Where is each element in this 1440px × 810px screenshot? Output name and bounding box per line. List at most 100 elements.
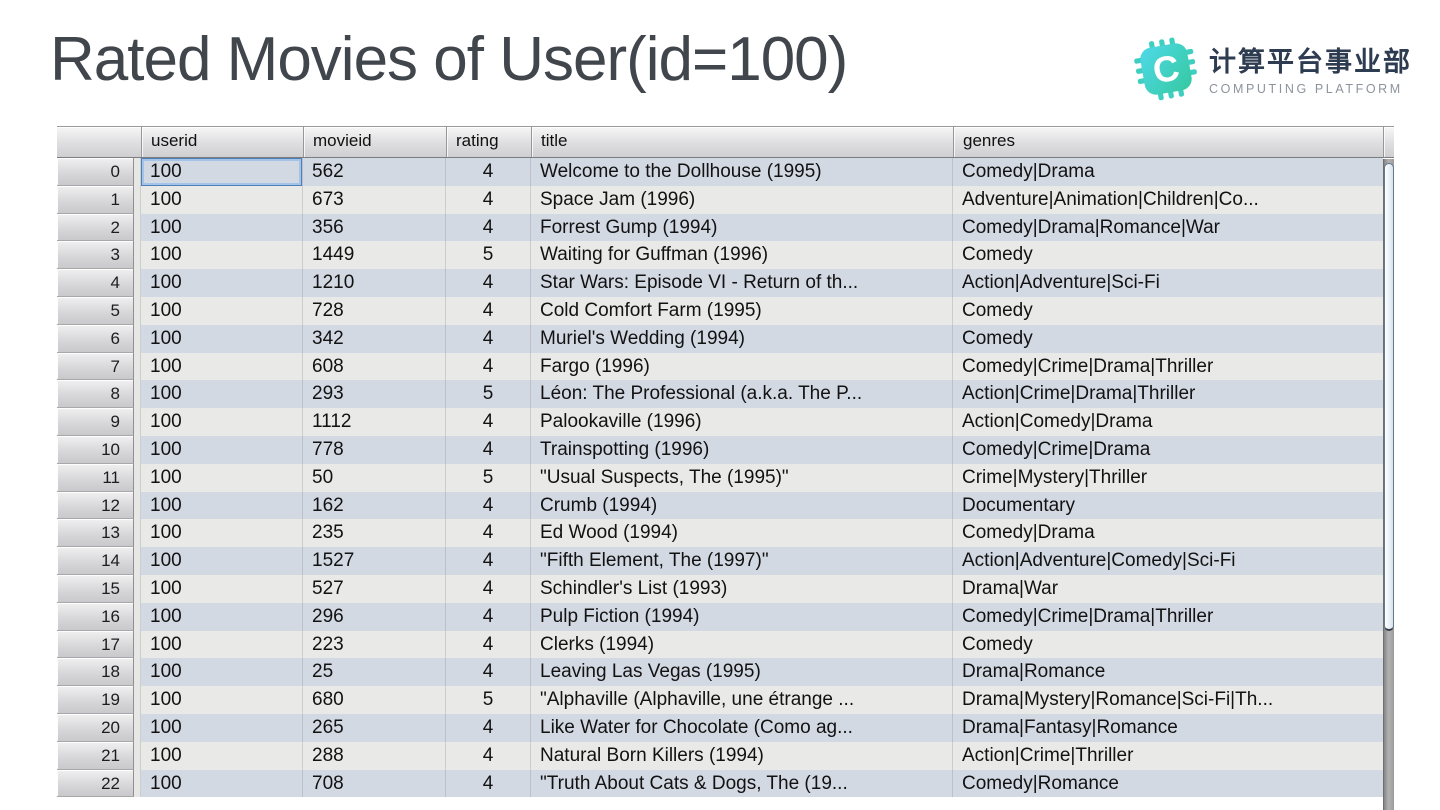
cell-userid[interactable]: 100	[141, 491, 303, 520]
cell-rating[interactable]: 4	[446, 602, 531, 631]
cell-rating[interactable]: 4	[446, 741, 531, 770]
cell-rating[interactable]: 4	[446, 630, 531, 659]
cell-genres[interactable]: Drama|Mystery|Romance|Sci-Fi|Th...	[953, 686, 1383, 714]
cell-rating[interactable]: 5	[446, 686, 531, 714]
index-column-header[interactable]	[57, 127, 141, 157]
cell-rating[interactable]: 4	[446, 158, 531, 186]
cell-rating[interactable]: 5	[446, 241, 531, 270]
cell-genres[interactable]: Drama|Fantasy|Romance	[953, 713, 1383, 742]
cell-userid[interactable]: 100	[141, 769, 303, 798]
row-index[interactable]: 10	[57, 435, 134, 464]
column-header-title[interactable]: title	[531, 127, 953, 157]
cell-userid[interactable]: 100	[141, 658, 303, 687]
cell-userid[interactable]: 100	[141, 435, 303, 464]
cell-userid[interactable]: 100	[141, 324, 303, 353]
cell-movieid[interactable]: 265	[303, 713, 446, 742]
cell-userid[interactable]: 100	[141, 519, 303, 548]
cell-userid[interactable]: 100	[141, 602, 303, 631]
row-index[interactable]: 21	[57, 741, 134, 770]
cell-title[interactable]: "Usual Suspects, The (1995)"	[531, 463, 953, 492]
cell-title[interactable]: Cold Comfort Farm (1995)	[531, 296, 953, 325]
row-index[interactable]: 0	[57, 158, 134, 186]
cell-genres[interactable]: Comedy|Crime|Drama|Thriller	[953, 352, 1383, 381]
row-index[interactable]: 17	[57, 630, 134, 659]
cell-movieid[interactable]: 356	[303, 213, 446, 242]
cell-title[interactable]: Leaving Las Vegas (1995)	[531, 658, 953, 687]
cell-rating[interactable]: 4	[446, 574, 531, 603]
cell-title[interactable]: Natural Born Killers (1994)	[531, 741, 953, 770]
column-header-userid[interactable]: userid	[141, 127, 303, 157]
cell-userid[interactable]: 100	[141, 269, 303, 297]
scrollbar-thumb[interactable]	[1384, 163, 1394, 631]
row-index[interactable]: 5	[57, 296, 134, 325]
cell-movieid[interactable]: 680	[303, 686, 446, 714]
row-index[interactable]: 3	[57, 241, 134, 270]
cell-movieid[interactable]: 288	[303, 741, 446, 770]
cell-userid[interactable]: 100	[141, 296, 303, 325]
cell-rating[interactable]: 5	[446, 380, 531, 409]
row-index[interactable]: 9	[57, 408, 134, 436]
row-index[interactable]: 1	[57, 185, 134, 214]
cell-title[interactable]: Trainspotting (1996)	[531, 435, 953, 464]
row-index[interactable]: 11	[57, 463, 134, 492]
cell-rating[interactable]: 4	[446, 352, 531, 381]
cell-genres[interactable]: Comedy|Crime|Drama|Thriller	[953, 602, 1383, 631]
cell-movieid[interactable]: 1527	[303, 547, 446, 575]
cell-genres[interactable]: Drama|War	[953, 574, 1383, 603]
cell-userid[interactable]: 100	[141, 241, 303, 270]
row-index[interactable]: 15	[57, 574, 134, 603]
cell-rating[interactable]: 4	[446, 769, 531, 798]
cell-genres[interactable]: Action|Comedy|Drama	[953, 408, 1383, 436]
cell-userid[interactable]: 100	[141, 408, 303, 436]
cell-title[interactable]: Like Water for Chocolate (Como ag...	[531, 713, 953, 742]
row-index[interactable]: 4	[57, 269, 134, 297]
cell-genres[interactable]: Comedy	[953, 324, 1383, 353]
cell-userid[interactable]: 100	[141, 547, 303, 575]
cell-title[interactable]: Forrest Gump (1994)	[531, 213, 953, 242]
cell-rating[interactable]: 4	[446, 658, 531, 687]
cell-title[interactable]: Pulp Fiction (1994)	[531, 602, 953, 631]
cell-genres[interactable]: Comedy|Drama|Romance|War	[953, 213, 1383, 242]
cell-userid[interactable]: 100	[141, 185, 303, 214]
row-index[interactable]: 16	[57, 602, 134, 631]
row-index[interactable]: 14	[57, 547, 134, 575]
cell-genres[interactable]: Crime|Mystery|Thriller	[953, 463, 1383, 492]
cell-movieid[interactable]: 673	[303, 185, 446, 214]
cell-genres[interactable]: Action|Crime|Thriller	[953, 741, 1383, 770]
column-header-rating[interactable]: rating	[446, 127, 531, 157]
cell-rating[interactable]: 4	[446, 408, 531, 436]
vertical-scrollbar[interactable]	[1383, 159, 1394, 810]
row-index[interactable]: 6	[57, 324, 134, 353]
cell-title[interactable]: Clerks (1994)	[531, 630, 953, 659]
cell-userid[interactable]: 100	[141, 574, 303, 603]
cell-userid[interactable]: 100	[141, 686, 303, 714]
cell-movieid[interactable]: 728	[303, 296, 446, 325]
row-index[interactable]: 18	[57, 658, 134, 687]
row-index[interactable]: 22	[57, 769, 134, 798]
cell-rating[interactable]: 4	[446, 547, 531, 575]
cell-genres[interactable]: Action|Adventure|Sci-Fi	[953, 269, 1383, 297]
cell-movieid[interactable]: 1449	[303, 241, 446, 270]
cell-title[interactable]: Crumb (1994)	[531, 491, 953, 520]
cell-rating[interactable]: 4	[446, 491, 531, 520]
cell-movieid[interactable]: 50	[303, 463, 446, 492]
cell-movieid[interactable]: 342	[303, 324, 446, 353]
cell-userid[interactable]: 100	[141, 741, 303, 770]
cell-title[interactable]: Ed Wood (1994)	[531, 519, 953, 548]
cell-rating[interactable]: 4	[446, 269, 531, 297]
cell-movieid[interactable]: 293	[303, 380, 446, 409]
cell-genres[interactable]: Documentary	[953, 491, 1383, 520]
cell-userid[interactable]: 100	[141, 380, 303, 409]
row-index[interactable]: 13	[57, 519, 134, 548]
cell-movieid[interactable]: 162	[303, 491, 446, 520]
cell-genres[interactable]: Adventure|Animation|Children|Co...	[953, 185, 1383, 214]
cell-movieid[interactable]: 235	[303, 519, 446, 548]
cell-title[interactable]: Space Jam (1996)	[531, 185, 953, 214]
cell-rating[interactable]: 4	[446, 213, 531, 242]
cell-genres[interactable]: Comedy	[953, 296, 1383, 325]
cell-rating[interactable]: 5	[446, 463, 531, 492]
cell-userid[interactable]: 100	[141, 158, 303, 186]
cell-genres[interactable]: Comedy|Drama	[953, 519, 1383, 548]
cell-movieid[interactable]: 1210	[303, 269, 446, 297]
cell-title[interactable]: Schindler's List (1993)	[531, 574, 953, 603]
